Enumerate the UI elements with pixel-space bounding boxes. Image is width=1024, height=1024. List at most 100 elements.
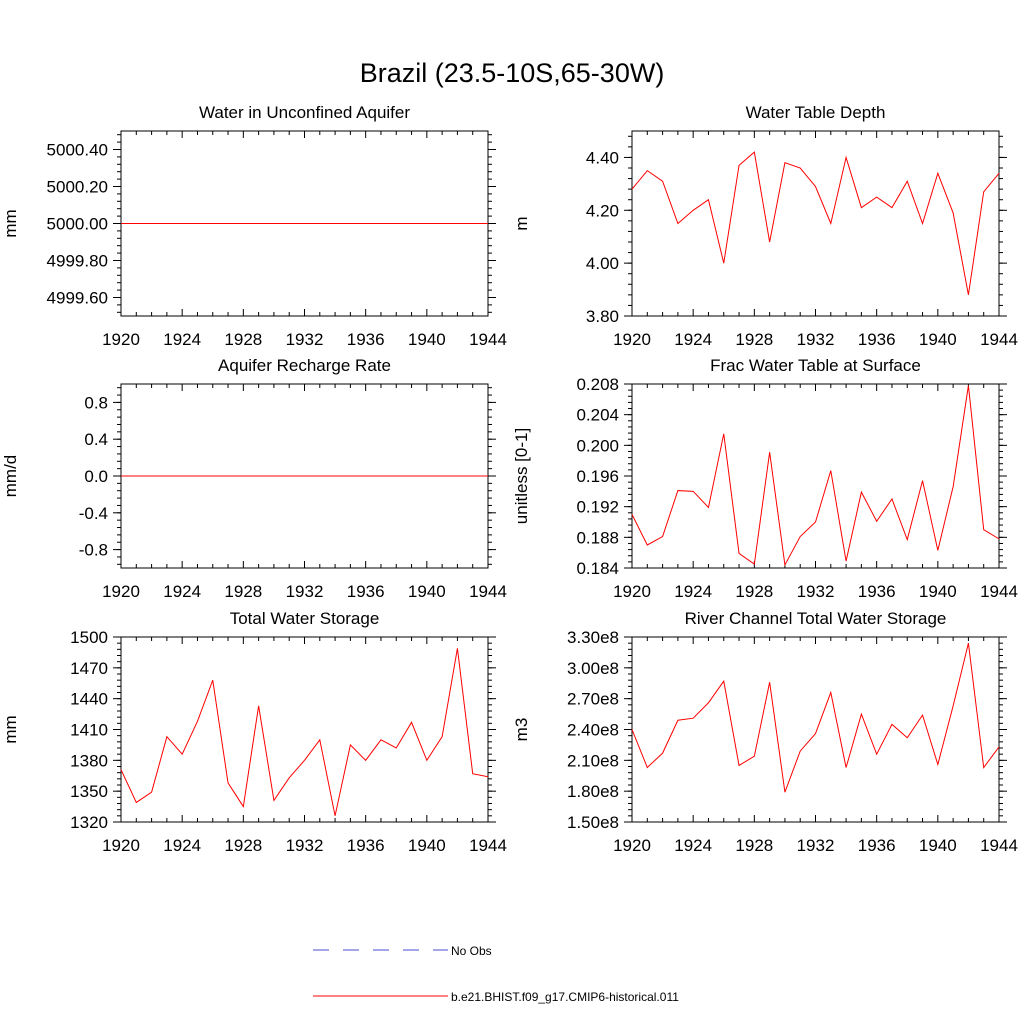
x-tick-label: 1944 [980, 582, 1018, 601]
y-tick-label: 1500 [70, 628, 108, 647]
plot-frame [631, 383, 1000, 569]
figure-title: Brazil (23.5-10S,65-30W) [360, 58, 665, 88]
x-tick-label: 1932 [286, 582, 324, 601]
x-tick-label: 1928 [224, 330, 262, 349]
y-axis-label: mm/d [1, 455, 20, 498]
y-tick-label: 1320 [70, 813, 108, 832]
chart-title: River Channel Total Water Storage [685, 609, 947, 628]
x-tick-label: 1924 [163, 836, 201, 855]
x-tick-label: 1944 [980, 330, 1018, 349]
chart-aquifer-recharge-rate: Aquifer Recharge Rate mm/d 1920 1924 1928 193… [1, 356, 507, 601]
x-tick-label: 1932 [797, 582, 835, 601]
y-tick-label: 5000.00 [47, 215, 108, 234]
y-tick-label: 0.4 [84, 430, 108, 449]
x-tick-label: 1932 [797, 836, 835, 855]
chart-total-water-storage: Total Water Storage mm 1920 1924 1928 1932 193… [1, 609, 507, 855]
x-tick-label: 1936 [858, 582, 896, 601]
series-line-b-e21-bhist-f09-g17-cmip6-historical-011 [631, 151, 1000, 295]
series-line-b-e21-bhist-f09-g17-cmip6-historical-011 [120, 648, 489, 816]
chart-water-in-unconfined-aquifer: Water in Unconfined Aquifer mm 1920 1924 192… [1, 103, 507, 349]
chart-title: Total Water Storage [230, 609, 380, 628]
x-tick-label: 1932 [286, 836, 324, 855]
x-tick-label: 1928 [735, 330, 773, 349]
y-tick-label: 3.80 [586, 307, 619, 326]
y-tick-label: 4.20 [586, 201, 619, 220]
x-tick-label: 1920 [613, 330, 651, 349]
y-tick-label: 0.188 [576, 528, 619, 547]
plot-frame [631, 130, 1000, 317]
y-tick-label: 4.00 [586, 254, 619, 273]
x-tick-label: 1940 [408, 330, 446, 349]
chart-river-channel-total-water-storage: River Channel Total Water Storage m3 1920 1… [512, 609, 1018, 855]
x-tick-label: 1920 [102, 330, 140, 349]
x-tick-label: 1936 [858, 836, 896, 855]
y-tick-label: 0.0 [84, 467, 108, 486]
y-tick-label: 0.208 [576, 375, 619, 394]
x-tick-label: 1924 [674, 582, 712, 601]
x-tick-label: 1932 [286, 330, 324, 349]
x-tick-label: 1940 [408, 836, 446, 855]
y-axis-label: mm [1, 209, 20, 237]
chart-title: Aquifer Recharge Rate [218, 356, 391, 375]
y-tick-label: 0.200 [576, 436, 619, 455]
legend-label-no-obs: No Obs [451, 944, 492, 958]
x-tick-label: 1924 [163, 330, 201, 349]
x-tick-label: 1940 [919, 836, 957, 855]
x-tick-label: 1924 [674, 330, 712, 349]
y-tick-label: 1350 [70, 782, 108, 801]
y-tick-label: 3.00e8 [567, 659, 619, 678]
y-tick-label: 4999.80 [47, 252, 108, 271]
x-tick-label: 1924 [674, 836, 712, 855]
y-tick-label: 1.80e8 [567, 782, 619, 801]
y-tick-label: 5000.20 [47, 178, 108, 197]
legend-label-model-run: b.e21.BHIST.f09_g17.CMIP6-historical.011 [451, 990, 679, 1004]
y-tick-label: 1440 [70, 690, 108, 709]
x-tick-label: 1920 [102, 836, 140, 855]
legend: No Obs b.e21.BHIST.f09_g17.CMIP6-histori… [313, 944, 679, 1004]
y-tick-label: 2.40e8 [567, 721, 619, 740]
y-tick-label: 3.30e8 [567, 628, 619, 647]
x-tick-label: 1928 [224, 836, 262, 855]
x-tick-label: 1928 [735, 836, 773, 855]
y-tick-label: 4.40 [586, 148, 619, 167]
x-tick-label: 1940 [408, 582, 446, 601]
chart-title: Frac Water Table at Surface [710, 356, 921, 375]
x-tick-label: 1944 [980, 836, 1018, 855]
y-tick-label: 5000.40 [47, 141, 108, 160]
y-axis-label: m [512, 216, 531, 230]
chart-frac-water-table-at-surface: Frac Water Table at Surface unitless [0-1… [512, 356, 1018, 601]
plot-frame [631, 636, 1000, 823]
y-tick-label: 1380 [70, 751, 108, 770]
x-tick-label: 1936 [347, 330, 385, 349]
y-tick-label: 0.192 [576, 498, 619, 517]
y-axis-label: unitless [0-1] [512, 428, 531, 524]
x-tick-label: 1920 [102, 582, 140, 601]
series-line-b-e21-bhist-f09-g17-cmip6-historical-011 [631, 385, 1000, 567]
y-tick-label: 0.196 [576, 467, 619, 486]
x-tick-label: 1936 [858, 330, 896, 349]
y-tick-label: 0.8 [84, 393, 108, 412]
chart-title: Water Table Depth [746, 103, 886, 122]
chart-water-table-depth: Water Table Depth m 1920 1924 1928 1932 1936 19… [512, 103, 1018, 349]
x-tick-label: 1940 [919, 330, 957, 349]
y-tick-label: 2.70e8 [567, 690, 619, 709]
x-tick-label: 1936 [347, 582, 385, 601]
y-tick-label: 2.10e8 [567, 751, 619, 770]
x-tick-label: 1936 [347, 836, 385, 855]
y-tick-label: 1470 [70, 659, 108, 678]
y-tick-label: -0.4 [79, 504, 108, 523]
plot-frame [120, 636, 489, 823]
x-tick-label: 1920 [613, 836, 651, 855]
x-tick-label: 1928 [224, 582, 262, 601]
x-tick-label: 1924 [163, 582, 201, 601]
series-line-b-e21-bhist-f09-g17-cmip6-historical-011 [631, 643, 1000, 793]
x-tick-label: 1920 [613, 582, 651, 601]
y-tick-label: 4999.60 [47, 289, 108, 308]
y-axis-label: mm [1, 715, 20, 743]
y-tick-label: 1410 [70, 721, 108, 740]
x-tick-label: 1944 [469, 330, 507, 349]
y-tick-label: 0.184 [576, 559, 619, 578]
y-tick-label: -0.8 [79, 541, 108, 560]
x-tick-label: 1944 [469, 582, 507, 601]
